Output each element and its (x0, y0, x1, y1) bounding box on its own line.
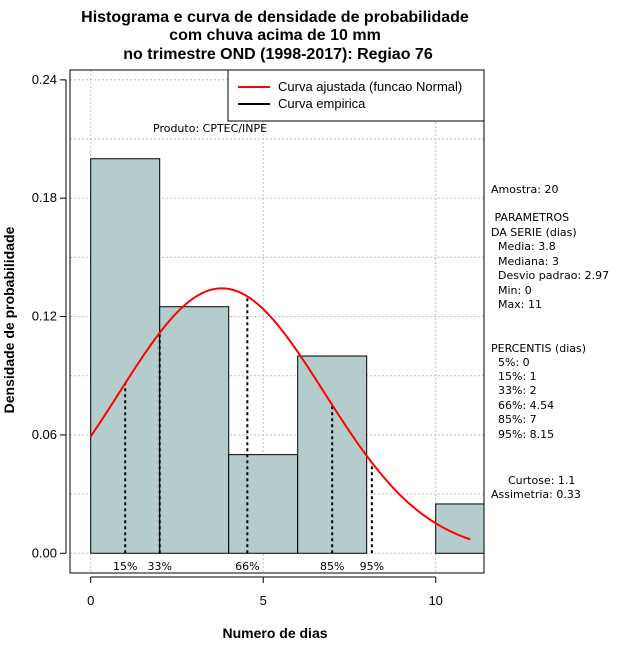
legend-box (227, 69, 485, 122)
stat-assimetria: Assimetria: 0.33 (491, 488, 581, 501)
perc-66: 66%: 4.54 (498, 399, 554, 412)
param-desvio: Desvio padrao: 2.97 (498, 269, 609, 282)
y-tick-label-4: 0.24 (32, 72, 57, 87)
y-tick-label-2: 0.12 (32, 309, 57, 324)
histogram-bar-2 (228, 454, 299, 554)
chart-title-line-1: Histograma e curva de densidade de proba… (81, 9, 469, 26)
x-tick-label-1: 5 (260, 593, 267, 608)
histogram-bar-5 (435, 503, 485, 554)
percentile-label-3: 85% (320, 560, 344, 573)
histogram-bar-1 (159, 306, 230, 554)
param-header-2: DA SERIE (dias) (491, 226, 577, 239)
chart-title-line-2: com chuva acima de 10 mm (169, 27, 381, 44)
percentile-label-2: 66% (235, 560, 259, 573)
perc-header: PERCENTIS (dias) (491, 342, 586, 355)
chart-title-line-3: no trimestre OND (1998-2017): Regiao 76 (123, 46, 433, 63)
stat-amostra: Amostra: 20 (491, 183, 558, 196)
percentile-lines: 15% 33% 66% 85% 95% (113, 296, 384, 573)
stat-curtose: Curtose: 1.1 (508, 474, 575, 487)
legend-label-normal: Curva ajustada (funcao Normal) (278, 79, 462, 94)
percentile-label-0: 15% (113, 560, 137, 573)
x-tick-label-2: 10 (428, 593, 442, 608)
param-mediana: Mediana: 3 (498, 255, 559, 268)
legend-label-empirical: Curva empirica (278, 96, 366, 111)
y-axis-label: Densidade de probabilidade (1, 226, 17, 413)
product-annotation: Produto: CPTEC/INPE (153, 122, 267, 135)
stats-panel: Amostra: 20 PARAMETROS DA SERIE (dias) M… (491, 183, 609, 501)
legend: Curva ajustada (funcao Normal) Curva emp… (227, 69, 485, 122)
y-tick-label-1: 0.06 (32, 427, 57, 442)
y-tick-label-3: 0.18 (32, 190, 57, 205)
param-media: Media: 3.8 (498, 240, 556, 253)
param-header-1: PARAMETROS (491, 211, 569, 224)
perc-95: 95%: 8.15 (498, 428, 554, 441)
histogram-bars (90, 158, 485, 554)
perc-15: 15%: 1 (498, 370, 537, 383)
axes: 0.00 0.06 0.12 0.18 0.24 0 5 10 (32, 72, 443, 608)
param-min: Min: 0 (498, 284, 532, 297)
y-tick-label-0: 0.00 (32, 545, 57, 560)
percentile-label-4: 95% (360, 560, 384, 573)
percentile-label-1: 33% (147, 560, 171, 573)
normal-curve (89, 287, 471, 541)
perc-5: 5%: 0 (498, 356, 530, 369)
x-tick-label-0: 0 (87, 593, 94, 608)
x-axis-label: Numero de dias (222, 625, 327, 641)
perc-33: 33%: 2 (498, 384, 537, 397)
param-max: Max: 11 (498, 298, 542, 311)
normal-curve-line (89, 287, 471, 541)
perc-85: 85%: 7 (498, 413, 537, 426)
histogram-bar-0 (90, 158, 161, 554)
